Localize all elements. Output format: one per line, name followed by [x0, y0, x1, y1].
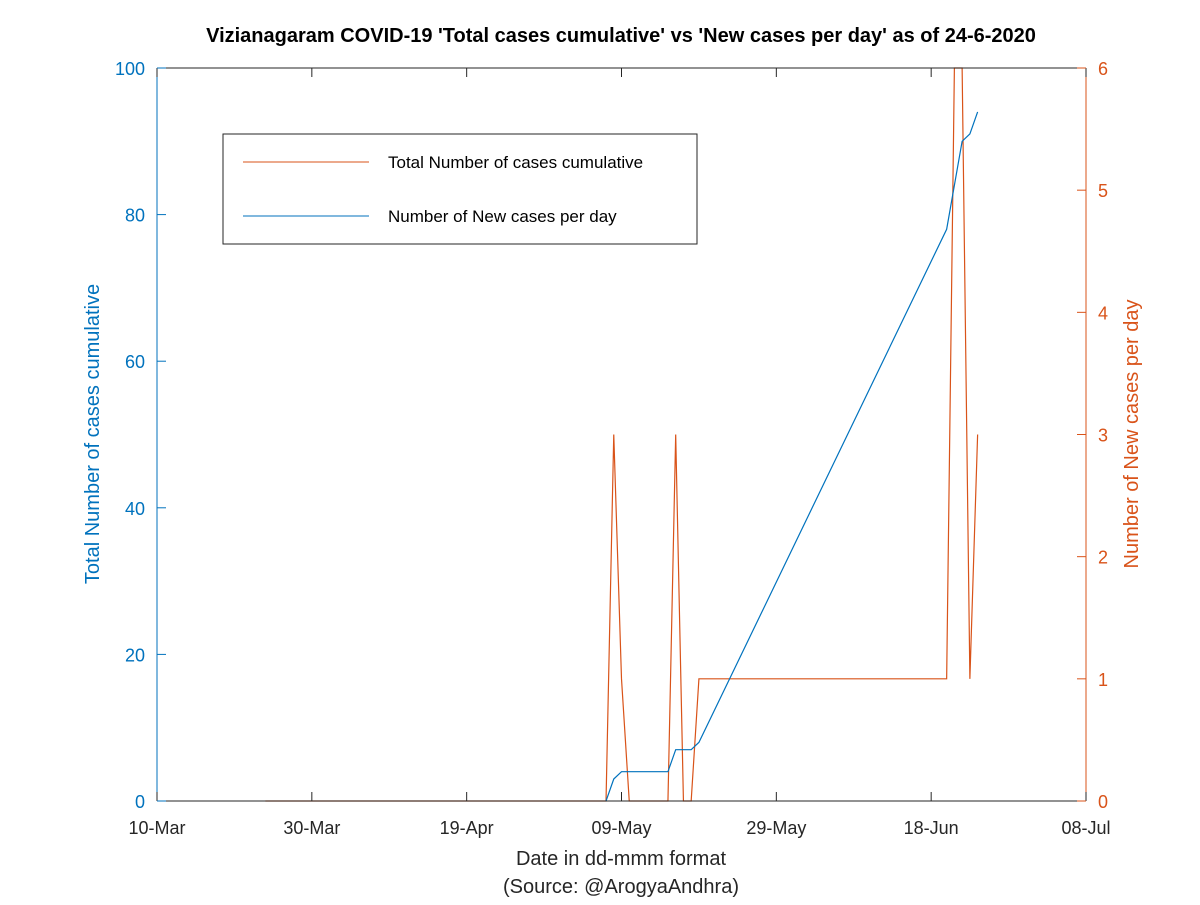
x-ticks: 10-Mar 30-Mar 19-Apr 09-May 29-May 18-Jun 08-J… [128, 68, 1111, 838]
y-axis-left-label: Total Number of cases cumulative [82, 284, 104, 584]
y-axis-right-label: Number of New cases per day [1121, 299, 1143, 568]
x-tick-label: 08-Jul [1061, 818, 1110, 838]
y-right-tick-label: 3 [1098, 426, 1108, 446]
x-tick-label: 10-Mar [128, 818, 185, 838]
y-right-tick-label: 6 [1098, 59, 1108, 79]
x-tick-label: 09-May [591, 818, 651, 838]
y-left-ticks: 0 20 40 60 80 100 [115, 59, 166, 812]
x-axis-source-label: (Source: @ArogyaAndhra) [503, 876, 739, 898]
chart-title: Vizianagaram COVID-19 'Total cases cumul… [206, 25, 1036, 47]
x-tick-label: 19-Apr [440, 818, 494, 838]
y-right-tick-label: 1 [1098, 670, 1108, 690]
y-right-ticks: 0 1 2 3 4 5 6 [1077, 59, 1108, 812]
y-left-tick-label: 20 [125, 645, 145, 665]
y-right-tick-label: 2 [1098, 548, 1108, 568]
legend: Total Number of cases cumulative Number … [222, 133, 698, 245]
y-right-tick-label: 0 [1098, 792, 1108, 812]
legend-box [222, 133, 698, 245]
y-right-tick-label: 5 [1098, 181, 1108, 201]
y-right-tick-label: 4 [1098, 303, 1108, 323]
y-left-tick-label: 0 [135, 792, 145, 812]
y-left-tick-label: 60 [125, 352, 145, 372]
x-tick-label: 29-May [746, 818, 806, 838]
legend-label-cumulative: Total Number of cases cumulative [388, 153, 643, 172]
x-axis-label: Date in dd-mmm format [516, 848, 726, 870]
y-left-tick-label: 80 [125, 206, 145, 226]
x-tick-label: 18-Jun [904, 818, 959, 838]
y-left-tick-label: 100 [115, 59, 145, 79]
y-left-tick-label: 40 [125, 499, 145, 519]
series-line-new-cases [605, 111, 979, 802]
x-tick-label: 30-Mar [283, 818, 340, 838]
legend-label-new-cases: Number of New cases per day [388, 207, 617, 226]
